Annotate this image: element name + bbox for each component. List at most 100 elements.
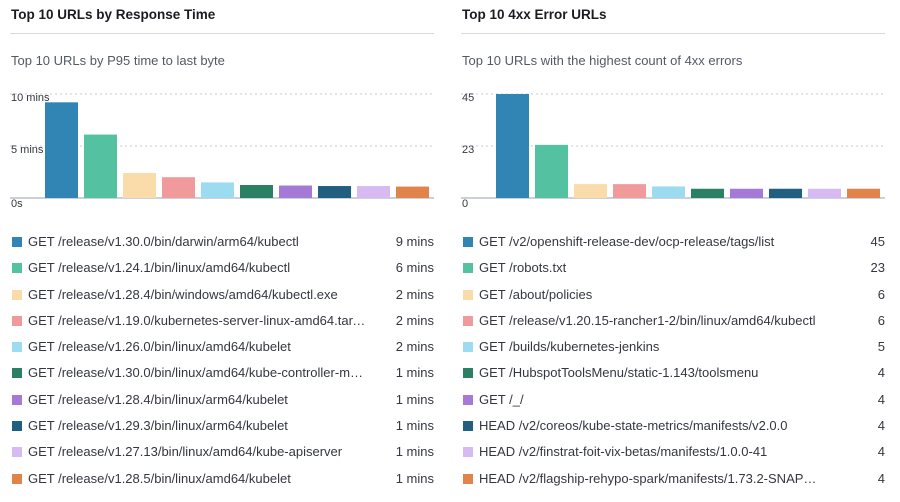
legend-value: 1 mins xyxy=(395,365,434,381)
legend-value: 6 xyxy=(877,312,885,328)
legend-value: 1 mins xyxy=(395,470,434,486)
legend-label: GET /release/v1.30.0/bin/darwin/arm64/ku… xyxy=(28,234,299,249)
response-time-panel: Top 10 URLs by Response Time Top 10 URLs… xyxy=(10,0,434,502)
legend-swatch xyxy=(12,473,22,484)
panel-divider xyxy=(461,33,885,34)
legend-label: GET /release/v1.26.0/bin/linux/amd64/kub… xyxy=(28,339,291,355)
y-tick-label: 23 xyxy=(462,144,474,156)
legend-label: GET /HubspotToolsMenu/static-1.143/tools… xyxy=(479,365,759,381)
legend-label: GET /release/v1.29.3/bin/linux/arm64/kub… xyxy=(28,418,288,434)
legend-label: GET /release/v1.28.4/bin/linux/arm64/kub… xyxy=(28,391,288,407)
legend-item[interactable]: GET /_/ 4 xyxy=(461,387,885,413)
bar[interactable] xyxy=(123,173,156,198)
bar[interactable] xyxy=(613,184,646,198)
legend-label: GET /release/v1.20.15-rancher1-2/bin/lin… xyxy=(479,312,816,328)
legend-swatch xyxy=(12,263,22,274)
legend-item[interactable]: GET /release/v1.27.13/bin/linux/amd64/ku… xyxy=(10,439,434,465)
legend-item[interactable]: GET /release/v1.28.4/bin/windows/amd64/k… xyxy=(10,282,434,308)
legend-item[interactable]: GET /HubspotToolsMenu/static-1.143/tools… xyxy=(461,360,885,386)
legend-label: GET /builds/kubernetes-jenkins xyxy=(479,339,660,355)
legend-item[interactable]: GET /release/v1.24.1/bin/linux/amd64/kub… xyxy=(10,255,434,281)
legend-label: GET /about/policies xyxy=(479,286,593,302)
bar[interactable] xyxy=(318,186,351,198)
legend-label: HEAD /v2/coreos/kube-state-metrics/manif… xyxy=(479,418,788,434)
legend-item[interactable]: GET /release/v1.26.0/bin/linux/amd64/kub… xyxy=(10,334,434,360)
legend-swatch xyxy=(12,368,22,379)
bar[interactable] xyxy=(769,188,802,198)
legend-value: 1 mins xyxy=(395,391,434,407)
bar[interactable] xyxy=(240,185,273,198)
y-tick-label: 10 mins xyxy=(11,92,50,104)
legend-item[interactable]: GET /builds/kubernetes-jenkins 5 xyxy=(461,334,885,360)
legend-label: GET /release/v1.27.13/bin/linux/amd64/ku… xyxy=(28,444,343,460)
legend-value: 1 mins xyxy=(395,418,434,434)
bar[interactable] xyxy=(496,94,529,198)
legend-item[interactable]: GET /release/v1.20.15-rancher1-2/bin/lin… xyxy=(461,308,885,334)
legend-swatch xyxy=(12,289,22,300)
legend-swatch xyxy=(463,289,473,300)
legend-value: 2 mins xyxy=(395,286,434,302)
panel-title: Top 10 URLs by Response Time xyxy=(11,7,216,22)
bar[interactable] xyxy=(808,188,841,198)
bar[interactable] xyxy=(84,134,117,198)
error-urls-legend: GET /v2/openshift-release-dev/ocp-releas… xyxy=(461,229,885,492)
legend-swatch xyxy=(463,237,473,247)
legend-label: GET /_/ xyxy=(479,391,524,407)
panel-divider xyxy=(10,33,434,34)
bar[interactable] xyxy=(652,186,685,198)
panel-subtitle: Top 10 URLs by P95 time to last byte xyxy=(11,53,225,68)
legend-swatch xyxy=(12,394,22,405)
legend-item[interactable]: HEAD /v2/finstrat-foit-vix-betas/manifes… xyxy=(461,439,885,465)
legend-value: 4 xyxy=(877,391,885,407)
legend-item[interactable]: GET /v2/openshift-release-dev/ocp-releas… xyxy=(461,229,885,255)
legend-item[interactable]: GET /release/v1.30.0/bin/linux/amd64/kub… xyxy=(10,360,434,386)
bar[interactable] xyxy=(45,102,78,198)
legend-item[interactable]: GET /release/v1.28.4/bin/linux/arm64/kub… xyxy=(10,387,434,413)
legend-swatch xyxy=(463,394,473,405)
legend-label: GET /v2/openshift-release-dev/ocp-releas… xyxy=(479,234,775,249)
bar[interactable] xyxy=(201,182,234,198)
legend-item[interactable]: GET /release/v1.30.0/bin/darwin/arm64/ku… xyxy=(10,229,434,255)
legend-item[interactable]: GET /release/v1.19.0/kubernetes-server-l… xyxy=(10,308,434,334)
legend-value: 45 xyxy=(870,234,885,249)
legend-item[interactable]: GET /release/v1.29.3/bin/linux/arm64/kub… xyxy=(10,413,434,439)
legend-item[interactable]: GET /about/policies 6 xyxy=(461,282,885,308)
legend-value: 4 xyxy=(877,365,885,381)
bar[interactable] xyxy=(357,186,390,198)
legend-swatch xyxy=(12,315,22,326)
legend-swatch xyxy=(12,342,22,353)
bar[interactable] xyxy=(396,186,429,198)
legend-item[interactable]: HEAD /v2/coreos/kube-state-metrics/manif… xyxy=(461,413,885,439)
bar[interactable] xyxy=(574,184,607,198)
legend-swatch xyxy=(463,421,473,432)
legend-item[interactable]: GET /robots.txt 23 xyxy=(461,255,885,281)
y-tick-label: 0 xyxy=(462,198,468,210)
bar[interactable] xyxy=(279,185,312,198)
bar[interactable] xyxy=(162,177,195,198)
legend-label: GET /robots.txt xyxy=(479,260,567,276)
legend-value: 6 xyxy=(877,286,885,302)
legend-item[interactable]: GET /release/v1.28.5/bin/linux/amd64/kub… xyxy=(10,466,434,492)
legend-label: HEAD /v2/finstrat-foit-vix-betas/manifes… xyxy=(479,444,768,460)
bar[interactable] xyxy=(691,188,724,198)
legend-swatch xyxy=(463,342,473,353)
response-time-legend: GET /release/v1.30.0/bin/darwin/arm64/ku… xyxy=(10,229,434,492)
legend-swatch xyxy=(463,473,473,484)
bar[interactable] xyxy=(730,188,763,198)
legend-value: 4 xyxy=(877,444,885,460)
legend-swatch xyxy=(463,447,473,458)
legend-swatch xyxy=(463,315,473,326)
y-tick-label: 0s xyxy=(11,198,23,210)
legend-label: HEAD /v2/flagship-rehypo-spark/manifests… xyxy=(479,470,819,486)
legend-swatch xyxy=(12,447,22,458)
legend-swatch xyxy=(463,368,473,379)
bar[interactable] xyxy=(847,188,880,198)
legend-swatch xyxy=(12,237,22,247)
legend-label: GET /release/v1.28.4/bin/windows/amd64/k… xyxy=(28,286,338,302)
bar[interactable] xyxy=(535,144,568,198)
panel-subtitle: Top 10 URLs with the highest count of 4x… xyxy=(462,53,743,68)
legend-value: 9 mins xyxy=(395,234,434,249)
legend-label: GET /release/v1.19.0/kubernetes-server-l… xyxy=(28,312,368,328)
legend-label: GET /release/v1.28.5/bin/linux/amd64/kub… xyxy=(28,470,291,486)
legend-item[interactable]: HEAD /v2/flagship-rehypo-spark/manifests… xyxy=(461,466,885,492)
